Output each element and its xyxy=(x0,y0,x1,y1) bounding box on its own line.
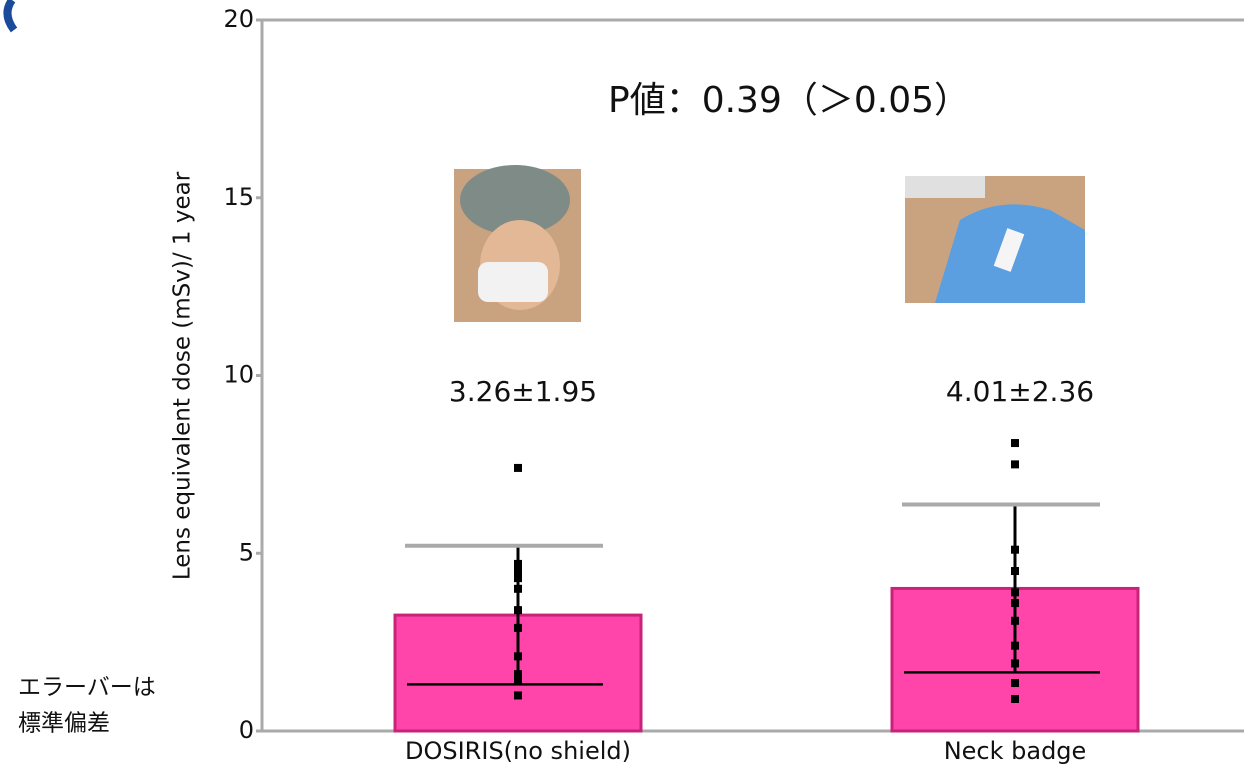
y-tick-label: 20 xyxy=(223,5,254,33)
x-tick-label: DOSIRIS(no shield) xyxy=(405,737,631,765)
y-tick-label: 5 xyxy=(239,538,254,566)
data-point xyxy=(1011,460,1019,468)
note-line: 標準偏差 xyxy=(18,711,110,737)
data-point xyxy=(514,560,522,568)
annotation: P値：0.39（＞0.05） xyxy=(608,80,970,121)
data-point xyxy=(1011,546,1019,554)
data-point xyxy=(1011,617,1019,625)
data-point xyxy=(1011,588,1019,596)
photo-neck-badge xyxy=(905,176,1085,303)
photo-dosiris xyxy=(454,165,581,322)
data-point xyxy=(1011,679,1019,687)
y-tick-label: 10 xyxy=(223,361,254,389)
data-point xyxy=(514,624,522,632)
data-point xyxy=(514,606,522,614)
data-point xyxy=(1011,439,1019,447)
data-point xyxy=(514,652,522,660)
note-line: エラーバーは xyxy=(18,675,156,701)
data-point xyxy=(1011,599,1019,607)
value-label: 4.01±2.36 xyxy=(946,375,1094,408)
data-point xyxy=(514,585,522,593)
y-tick-label: 15 xyxy=(223,183,254,211)
data-point xyxy=(514,574,522,582)
y-axis-label: Lens equivalent dose (mSv)/ 1 year xyxy=(170,171,196,580)
decoration xyxy=(7,0,14,30)
y-tick-label: 0 xyxy=(239,716,254,744)
value-label: 3.26±1.95 xyxy=(449,375,597,408)
chart: P値：0.39（＞0.05） Lens equivalent dose (mSv… xyxy=(0,0,1244,772)
data-point xyxy=(514,670,522,678)
data-point xyxy=(1011,567,1019,575)
data-point xyxy=(514,567,522,575)
data-point xyxy=(514,677,522,685)
data-point xyxy=(514,464,522,472)
data-point xyxy=(1011,642,1019,650)
x-tick-label: Neck badge xyxy=(944,737,1087,765)
data-point xyxy=(1011,659,1019,667)
data-point xyxy=(1011,695,1019,703)
data-point xyxy=(514,691,522,699)
